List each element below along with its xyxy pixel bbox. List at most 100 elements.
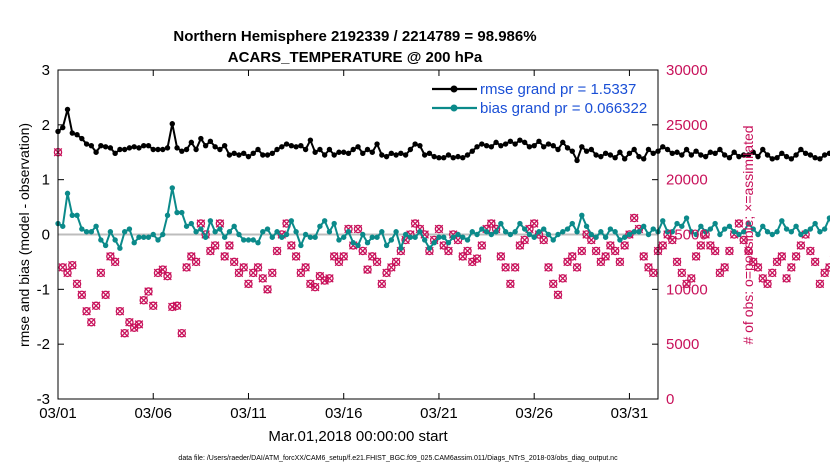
y-right-tick-label: 0 xyxy=(666,391,674,408)
rmse-point xyxy=(88,142,95,149)
obs-assimilated-cross xyxy=(496,252,506,261)
obs-count-marker xyxy=(182,263,191,272)
bias-point xyxy=(588,231,595,238)
bias-point xyxy=(260,229,266,235)
rmse-point xyxy=(693,148,699,154)
y-left-tick-label: 3 xyxy=(42,62,50,79)
obs-assimilated-cross xyxy=(610,246,620,256)
obs-possible-circle xyxy=(444,246,453,256)
rmse-point xyxy=(579,144,585,150)
rmse-point xyxy=(417,142,423,149)
obs-assimilated-cross xyxy=(782,274,791,283)
y-left-tick-label: -1 xyxy=(37,281,50,298)
bias-point xyxy=(779,218,785,224)
obs-assimilated-cross xyxy=(144,287,153,296)
rmse-point xyxy=(779,150,785,157)
rmse-point xyxy=(636,153,642,160)
rmse-point xyxy=(450,155,456,161)
obs-assimilated-cross xyxy=(734,219,744,228)
obs-possible-circle xyxy=(358,246,368,256)
obs-assimilated-cross xyxy=(68,260,77,270)
bias-point xyxy=(241,237,247,243)
bias-point xyxy=(88,229,95,235)
rmse-point xyxy=(517,137,523,143)
bias-point xyxy=(750,226,756,232)
y-left-tick-label: 2 xyxy=(42,117,50,134)
rmse-point xyxy=(326,146,333,153)
obs-assimilated-cross xyxy=(220,252,229,261)
bias-point xyxy=(431,240,437,246)
bias-point xyxy=(726,223,733,229)
bias-point xyxy=(326,229,333,235)
bias-point xyxy=(707,226,714,232)
bias-point xyxy=(660,218,666,224)
obs-assimilated-cross xyxy=(363,265,372,274)
obs-assimilated-cross xyxy=(372,257,382,267)
obs-possible-circle xyxy=(253,263,263,272)
obs-possible-circle xyxy=(296,268,306,278)
obs-count-marker xyxy=(353,224,363,234)
obs-possible-circle xyxy=(672,257,682,267)
obs-count-marker xyxy=(672,257,682,267)
rmse-point xyxy=(560,139,566,146)
bias-point xyxy=(417,229,423,235)
rmse-point xyxy=(550,142,556,149)
obs-assimilated-cross xyxy=(548,279,558,289)
obs-count-marker xyxy=(291,252,301,261)
obs-possible-circle xyxy=(120,328,129,338)
data-file-footnote: data file: /Users/raeder/DAI/ATM_forcXX/… xyxy=(178,455,618,462)
obs-possible-circle xyxy=(768,268,777,278)
bias-point xyxy=(264,226,271,232)
rmse-point xyxy=(217,146,223,153)
rmse-point xyxy=(150,146,156,153)
obs-possible-circle xyxy=(591,246,601,256)
obs-assimilated-cross xyxy=(463,246,472,256)
rmse-point xyxy=(112,150,118,157)
rmse-point xyxy=(726,155,733,161)
obs-possible-circle xyxy=(715,268,725,278)
rmse-point xyxy=(541,144,547,150)
bias-point xyxy=(493,229,499,235)
rmse-point xyxy=(288,142,295,149)
obs-assimilated-cross xyxy=(215,219,225,228)
obs-possible-circle xyxy=(625,230,634,239)
obs-assimilated-cross xyxy=(110,257,120,267)
bias-point xyxy=(64,190,71,197)
bias-point xyxy=(379,229,385,235)
obs-assimilated-cross xyxy=(91,301,101,311)
obs-count-marker xyxy=(372,257,382,267)
bias-point xyxy=(145,234,152,240)
rmse-point xyxy=(79,135,85,142)
obs-possible-circle xyxy=(115,307,125,316)
obs-assimilated-cross xyxy=(239,263,248,272)
obs-possible-circle xyxy=(629,213,639,223)
obs-possible-circle xyxy=(329,252,339,261)
obs-count-marker xyxy=(639,252,648,261)
obs-assimilated-cross xyxy=(720,263,729,272)
bias-point xyxy=(593,234,599,240)
bias-point xyxy=(531,234,537,240)
obs-count-marker xyxy=(529,219,539,228)
obs-possible-circle xyxy=(758,274,768,283)
obs-possible-circle xyxy=(777,252,787,261)
obs-count-marker xyxy=(472,254,482,263)
bias-point xyxy=(83,229,90,235)
obs-assimilated-cross xyxy=(506,279,515,289)
legend-bias-label: bias grand pr = 0.066322 xyxy=(480,100,647,117)
obs-count-marker xyxy=(63,268,72,278)
legend-rmse-label: rmse grand pr = 1.5337 xyxy=(480,81,636,98)
rmse-point xyxy=(683,146,690,153)
rmse-point xyxy=(460,155,466,161)
obs-count-marker xyxy=(787,263,796,272)
rmse-point xyxy=(474,144,480,150)
obs-count-marker xyxy=(258,274,268,283)
obs-count-marker xyxy=(82,307,91,316)
obs-possible-circle xyxy=(644,263,653,272)
obs-assimilated-cross xyxy=(768,268,777,278)
obs-possible-circle xyxy=(606,241,615,250)
obs-possible-circle xyxy=(691,252,701,261)
rmse-point xyxy=(69,130,75,136)
bias-point xyxy=(607,226,614,232)
obs-possible-circle xyxy=(77,290,87,300)
obs-count-marker xyxy=(120,328,129,338)
